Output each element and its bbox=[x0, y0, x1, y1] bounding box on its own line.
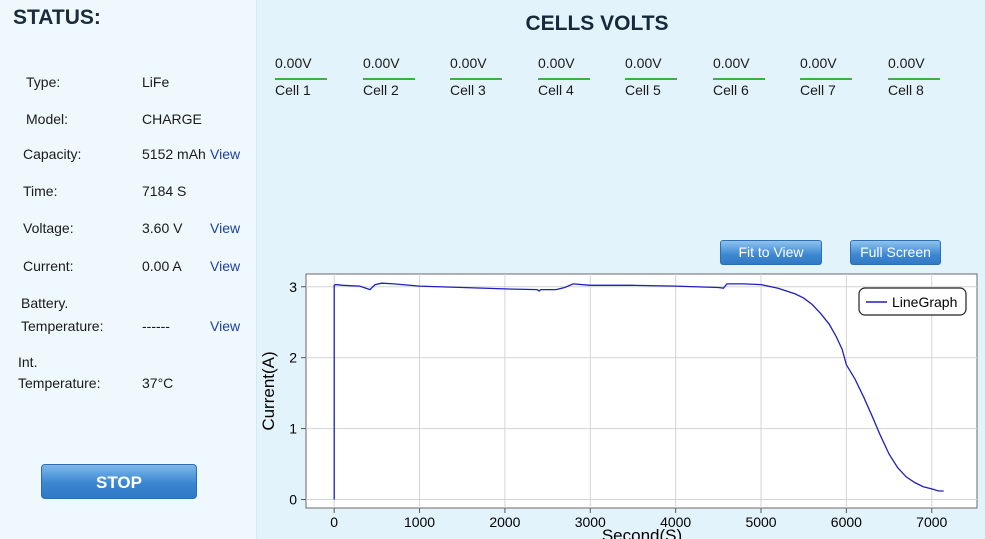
cell-name: Cell 2 bbox=[363, 82, 399, 98]
cell-volt: 0.00V bbox=[888, 55, 925, 71]
status-panel: STATUS: Type: LiFe Model: CHARGE Capacit… bbox=[0, 0, 257, 539]
battery-temp-label-line2: Temperature: bbox=[21, 318, 104, 334]
current-label: Current: bbox=[23, 258, 74, 274]
x-tick-label: 1000 bbox=[404, 514, 435, 530]
capacity-view-link[interactable]: View bbox=[210, 146, 241, 162]
cell-2: 0.00V Cell 2 bbox=[363, 55, 415, 98]
int-temp-label-line2: Temperature: bbox=[18, 375, 101, 391]
y-tick-label: 0 bbox=[289, 491, 297, 507]
status-title: STATUS: bbox=[13, 6, 101, 29]
type-value: LiFe bbox=[142, 74, 170, 90]
capacity-value: 5152 mAh bbox=[142, 146, 206, 162]
cell-divider bbox=[800, 78, 852, 80]
cell-divider bbox=[888, 78, 940, 80]
cell-name: Cell 6 bbox=[713, 82, 749, 98]
cell-volt: 0.00V bbox=[713, 55, 750, 71]
current-value: 0.00 A bbox=[142, 258, 182, 274]
x-tick-label: 6000 bbox=[831, 514, 862, 530]
x-axis-label: Second(S) bbox=[602, 526, 682, 539]
cell-divider bbox=[363, 78, 415, 80]
cell-volt: 0.00V bbox=[538, 55, 575, 71]
fit-to-view-button[interactable]: Fit to View bbox=[720, 240, 822, 265]
cell-divider bbox=[625, 78, 677, 80]
current-view-link[interactable]: View bbox=[210, 258, 241, 274]
y-axis-label: Current(A) bbox=[259, 351, 278, 430]
legend: LineGraph bbox=[858, 287, 967, 316]
time-label: Time: bbox=[23, 183, 58, 199]
legend-label: LineGraph bbox=[892, 294, 957, 310]
cell-divider bbox=[713, 78, 765, 80]
cell-name: Cell 1 bbox=[275, 82, 311, 98]
x-tick-label: 2000 bbox=[489, 514, 520, 530]
cell-volt: 0.00V bbox=[450, 55, 487, 71]
cell-6: 0.00V Cell 6 bbox=[713, 55, 765, 98]
battery-temp-view-link[interactable]: View bbox=[210, 318, 241, 334]
cells-title: CELLS VOLTS bbox=[525, 12, 669, 35]
capacity-label: Capacity: bbox=[23, 146, 82, 162]
x-tick-label: 7000 bbox=[916, 514, 947, 530]
int-temp-value: 37°C bbox=[142, 375, 174, 391]
x-tick-label: 4000 bbox=[660, 514, 691, 530]
cell-volt: 0.00V bbox=[363, 55, 400, 71]
cell-volt: 0.00V bbox=[800, 55, 837, 71]
cell-divider bbox=[538, 78, 590, 80]
voltage-value: 3.60 V bbox=[142, 220, 183, 236]
cell-volt: 0.00V bbox=[625, 55, 662, 71]
y-tick-label: 3 bbox=[289, 279, 297, 295]
cell-4: 0.00V Cell 4 bbox=[538, 55, 590, 98]
model-value: CHARGE bbox=[142, 111, 202, 127]
cell-3: 0.00V Cell 3 bbox=[450, 55, 502, 98]
y-axis-ticks: 0 1 2 3 bbox=[289, 279, 306, 507]
time-value: 7184 S bbox=[142, 183, 187, 199]
cell-name: Cell 3 bbox=[450, 82, 486, 98]
cell-divider bbox=[275, 78, 327, 80]
y-tick-label: 2 bbox=[289, 350, 297, 366]
x-tick-label: 5000 bbox=[745, 514, 776, 530]
type-label: Type: bbox=[26, 74, 61, 90]
x-axis-ticks: 0 1000 2000 3000 4000 5000 6000 7000 bbox=[330, 508, 948, 530]
cell-name: Cell 8 bbox=[888, 82, 924, 98]
voltage-view-link[interactable]: View bbox=[210, 220, 241, 236]
series-line bbox=[333, 282, 944, 500]
x-tick-label: 3000 bbox=[575, 514, 606, 530]
y-tick-label: 1 bbox=[289, 421, 297, 437]
stop-button[interactable]: STOP bbox=[41, 464, 197, 499]
x-tick-label: 0 bbox=[330, 514, 338, 530]
int-temp-label-line1: Int. bbox=[18, 354, 38, 370]
cell-5: 0.00V Cell 5 bbox=[625, 55, 677, 98]
cell-divider bbox=[450, 78, 502, 80]
model-label: Model: bbox=[26, 111, 69, 127]
cell-name: Cell 4 bbox=[538, 82, 574, 98]
battery-temp-label-line1: Battery. bbox=[21, 295, 69, 311]
cell-name: Cell 7 bbox=[800, 82, 836, 98]
voltage-label: Voltage: bbox=[23, 220, 74, 236]
battery-temp-value: ------ bbox=[142, 318, 170, 334]
cell-name: Cell 5 bbox=[625, 82, 661, 98]
cell-7: 0.00V Cell 7 bbox=[800, 55, 852, 98]
cell-8: 0.00V Cell 8 bbox=[888, 55, 940, 98]
cell-volt: 0.00V bbox=[275, 55, 312, 71]
cell-1: 0.00V Cell 1 bbox=[275, 55, 327, 98]
current-chart[interactable]: 0 1 2 3 0 1000 2000 3000 4000 5000 6000 7000 Curre… bbox=[257, 266, 985, 539]
full-screen-button[interactable]: Full Screen bbox=[850, 240, 941, 265]
legend-box bbox=[858, 287, 967, 316]
